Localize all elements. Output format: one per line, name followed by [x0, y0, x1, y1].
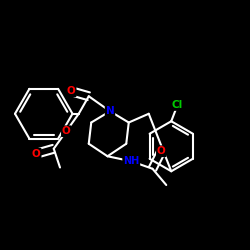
Text: Cl: Cl [172, 100, 183, 110]
Text: O: O [62, 126, 71, 136]
Text: N: N [106, 106, 114, 116]
Text: NH: NH [123, 156, 140, 166]
Text: O: O [157, 146, 166, 156]
Text: O: O [32, 149, 40, 159]
Text: O: O [67, 86, 76, 96]
